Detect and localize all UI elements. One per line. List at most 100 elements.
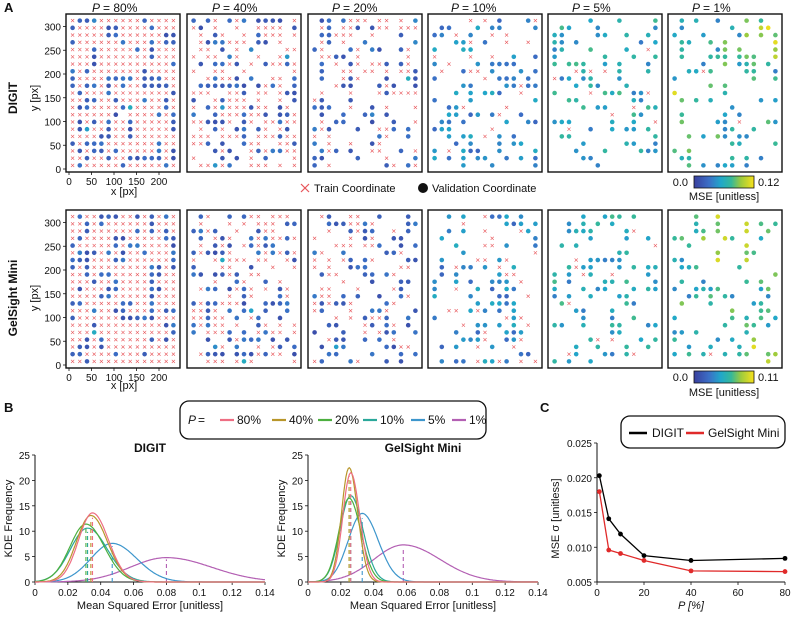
validation-marker — [653, 286, 658, 292]
train-marker — [113, 156, 118, 160]
train-marker — [234, 229, 239, 233]
train-marker — [135, 18, 140, 23]
validation-marker — [377, 293, 382, 299]
validation-marker — [156, 272, 162, 277]
validation-marker — [77, 236, 83, 241]
validation-marker — [566, 25, 572, 31]
train-marker — [234, 98, 239, 103]
validation-marker — [149, 308, 155, 314]
train-marker — [610, 272, 615, 277]
validation-marker — [319, 68, 325, 74]
validation-marker — [617, 264, 622, 270]
train-marker — [77, 272, 82, 277]
validation-marker — [341, 54, 346, 60]
validation-marker — [348, 264, 353, 270]
validation-marker — [241, 286, 247, 292]
validation-marker — [758, 279, 764, 285]
validation-marker — [595, 32, 601, 38]
train-marker — [263, 323, 268, 328]
train-marker — [113, 91, 118, 95]
train-marker — [348, 18, 353, 23]
validation-marker — [248, 308, 254, 314]
validation-marker — [171, 126, 176, 132]
validation-marker — [362, 337, 368, 342]
train-marker — [213, 69, 218, 74]
validation-marker — [638, 40, 644, 45]
train-marker — [341, 258, 346, 262]
validation-marker — [686, 148, 692, 154]
validation-marker — [234, 61, 240, 67]
validation-marker — [765, 228, 771, 234]
validation-marker — [581, 308, 586, 314]
validation-marker — [672, 32, 677, 38]
validation-marker — [241, 119, 247, 125]
validation-marker — [453, 344, 459, 350]
validation-marker — [77, 214, 83, 219]
train-marker — [135, 250, 140, 255]
std-legend-label-gelsight: GelSight Mini — [708, 426, 779, 440]
train-marker — [256, 26, 261, 30]
train-marker — [121, 120, 125, 124]
validation-marker — [631, 97, 637, 103]
validation-marker — [609, 119, 615, 125]
validation-marker — [566, 76, 572, 81]
train-marker — [121, 359, 125, 364]
validation-marker — [722, 322, 728, 328]
validation-marker — [602, 105, 608, 110]
validation-marker — [149, 25, 155, 31]
train-marker — [263, 33, 268, 37]
train-marker — [191, 91, 196, 95]
validation-marker — [511, 134, 517, 139]
validation-marker — [70, 315, 75, 321]
validation-marker — [348, 47, 353, 52]
train-marker — [475, 359, 480, 364]
train-marker — [391, 287, 396, 291]
kde-legend-label: 1% — [469, 413, 487, 427]
train-marker — [483, 243, 487, 248]
validation-marker — [149, 264, 155, 270]
validation-marker — [227, 330, 232, 335]
train-marker — [533, 359, 538, 364]
train-marker — [92, 163, 97, 168]
validation-marker — [120, 315, 126, 321]
validation-marker — [511, 308, 517, 314]
train-marker — [77, 265, 82, 270]
validation-marker — [432, 32, 437, 38]
train-marker — [391, 337, 396, 342]
kde-curve-10pct — [34, 527, 265, 583]
validation-marker — [729, 337, 735, 342]
validation-marker — [277, 134, 283, 139]
validation-marker — [326, 40, 332, 45]
validation-marker — [446, 214, 452, 219]
validation-marker — [99, 148, 104, 154]
train-marker — [135, 294, 140, 299]
x-tick-label: 40 — [685, 588, 697, 599]
validation-marker — [149, 272, 155, 277]
train-marker — [206, 214, 210, 219]
validation-marker — [326, 221, 332, 227]
validation-marker — [559, 40, 565, 45]
train-marker — [128, 279, 133, 284]
validation-marker — [489, 25, 495, 31]
train-marker — [533, 250, 538, 255]
validation-marker — [106, 250, 111, 256]
validation-marker — [751, 76, 757, 81]
validation-marker — [468, 32, 473, 38]
validation-marker — [631, 264, 637, 270]
validation-marker — [617, 61, 622, 67]
validation-marker — [333, 301, 339, 306]
panel-background — [428, 210, 542, 368]
train-marker — [149, 149, 154, 153]
train-marker — [348, 26, 353, 30]
validation-marker — [405, 163, 411, 168]
validation-marker — [631, 90, 637, 96]
train-marker — [348, 33, 353, 37]
validation-marker — [149, 54, 155, 60]
validation-marker — [398, 279, 404, 285]
train-marker — [377, 141, 382, 146]
train-marker — [483, 134, 487, 139]
train-marker — [113, 294, 118, 299]
validation-marker — [127, 76, 133, 81]
validation-marker — [91, 61, 97, 67]
train-marker — [213, 323, 218, 328]
